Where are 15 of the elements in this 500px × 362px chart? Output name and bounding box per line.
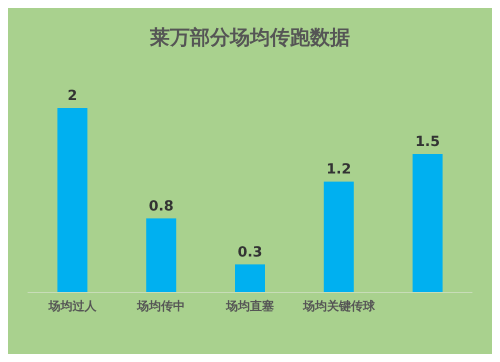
data-label: 0.3 xyxy=(238,244,262,260)
x-tick-label: 场均关键传球 xyxy=(302,299,376,313)
bar xyxy=(412,154,443,292)
x-tick-label: 场均传中 xyxy=(136,299,186,313)
data-label: 0.8 xyxy=(148,198,174,214)
bar xyxy=(57,108,88,292)
data-label: 2 xyxy=(68,88,78,104)
x-tick-label: 场均过人 xyxy=(47,299,98,313)
chart-title: 莱万部分场均传跑数据 xyxy=(149,25,350,49)
data-label: 1.5 xyxy=(415,134,440,150)
x-tick-label: 场均直塞 xyxy=(225,299,274,313)
bar xyxy=(235,264,265,292)
data-label: 1.2 xyxy=(326,162,352,178)
bar xyxy=(146,218,176,292)
bar xyxy=(324,182,354,292)
